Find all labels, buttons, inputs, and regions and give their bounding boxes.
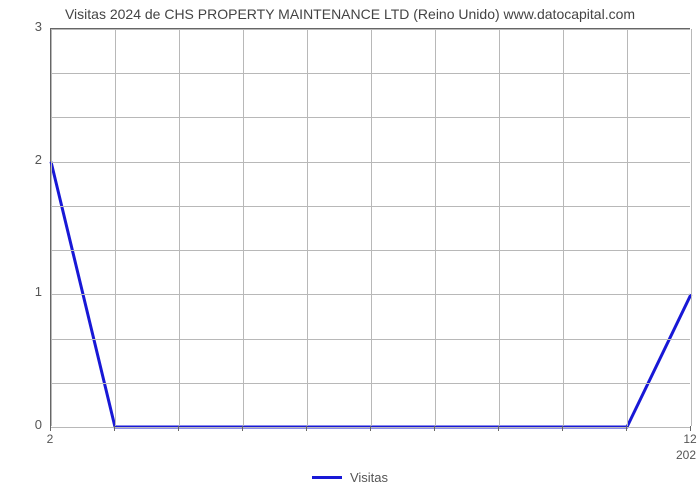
- x-tick-mark: [370, 426, 371, 431]
- x-tick-mark: [306, 426, 307, 431]
- gridline-vertical: [435, 29, 436, 426]
- gridline-vertical: [243, 29, 244, 426]
- x-tick-mark: [242, 426, 243, 431]
- y-tick-label: 3: [35, 19, 42, 34]
- gridline-vertical: [307, 29, 308, 426]
- plot-area: [50, 28, 690, 426]
- x-tick-mark: [626, 426, 627, 431]
- y-tick-label: 1: [35, 284, 42, 299]
- x-tick-mark: [114, 426, 115, 431]
- x-tick-mark: [178, 426, 179, 431]
- gridline-vertical: [627, 29, 628, 426]
- legend: Visitas: [0, 470, 700, 485]
- gridline-vertical: [371, 29, 372, 426]
- gridline-vertical: [179, 29, 180, 426]
- gridline-vertical: [691, 29, 692, 426]
- y-tick-label: 2: [35, 152, 42, 167]
- chart-container: Visitas 2024 de CHS PROPERTY MAINTENANCE…: [0, 0, 700, 500]
- x-tick-mark: [498, 426, 499, 431]
- x-tick-label: 12: [678, 432, 700, 446]
- y-tick-label: 0: [35, 417, 42, 432]
- x-tick-mark: [50, 426, 51, 431]
- legend-swatch: [312, 476, 342, 479]
- x-tick-mark: [690, 426, 691, 431]
- x-tick-label: 2: [40, 432, 60, 446]
- chart-title: Visitas 2024 de CHS PROPERTY MAINTENANCE…: [0, 6, 700, 22]
- gridline-vertical: [563, 29, 564, 426]
- x-tick-mark: [434, 426, 435, 431]
- gridline-vertical: [51, 29, 52, 426]
- gridline-vertical: [499, 29, 500, 426]
- legend-label: Visitas: [350, 470, 388, 485]
- x-tick-mark: [562, 426, 563, 431]
- gridline-vertical: [115, 29, 116, 426]
- x-tick-label-secondary: 202: [676, 448, 700, 462]
